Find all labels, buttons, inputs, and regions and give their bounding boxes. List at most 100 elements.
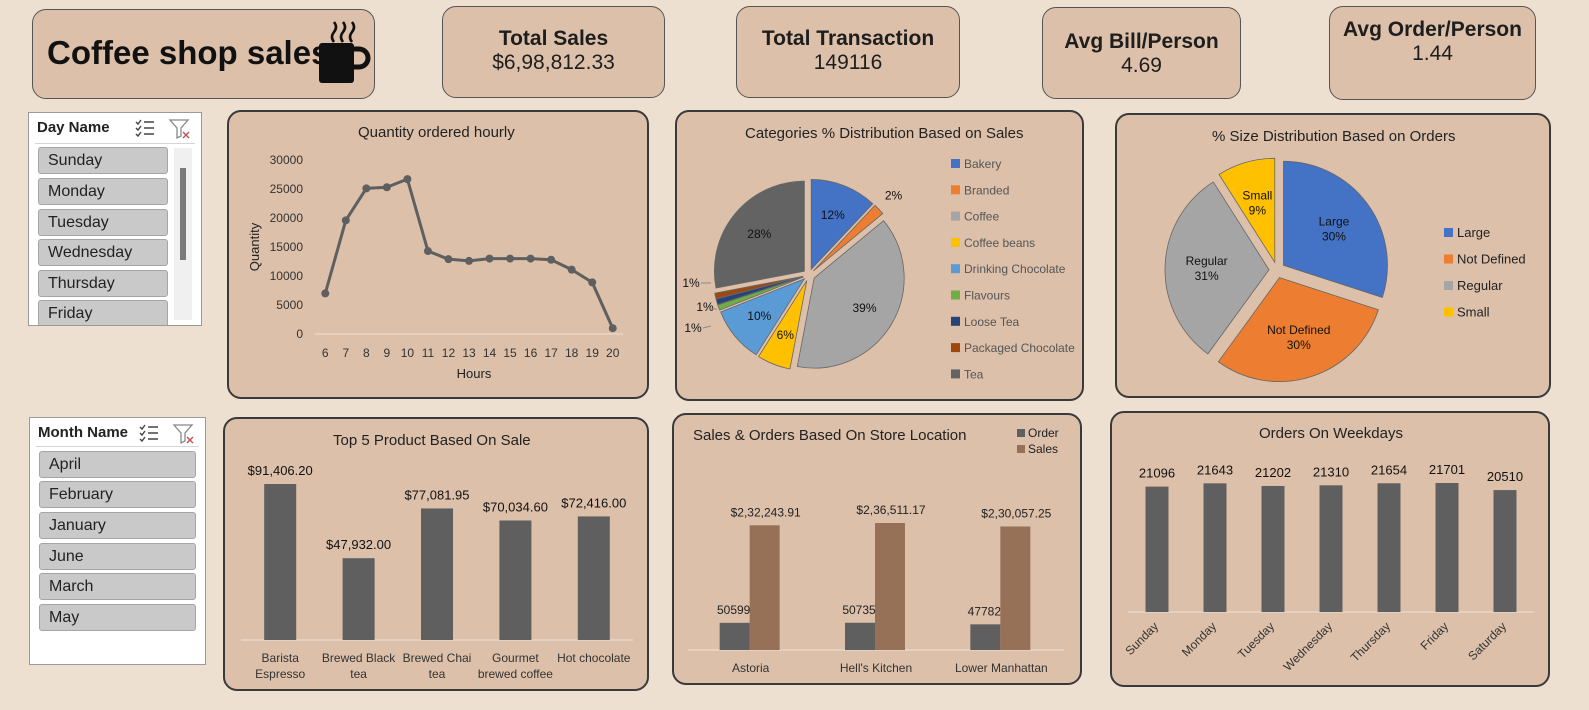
size-pie-chart-card: % Size Distribution Based on Orders Larg… <box>1115 113 1551 398</box>
pie-data-label: 6% <box>777 328 795 342</box>
data-point <box>588 278 597 287</box>
hourly-line-chart: 0 5000 10000 15000 20000 25000 30000 6 7 8 9 10 11 12… <box>247 153 623 381</box>
series-line <box>323 177 615 329</box>
legend-swatch <box>1444 281 1453 290</box>
pie-slice <box>714 275 804 300</box>
x-tick-label: 13 <box>462 346 476 360</box>
bar <box>577 516 610 640</box>
clear-filter-icon[interactable] <box>168 117 192 141</box>
chart-title: Top 5 Product Based On Sale <box>333 432 531 449</box>
legend-swatch <box>951 211 960 221</box>
bar <box>342 558 375 640</box>
slicer-item-april[interactable]: April <box>39 451 196 478</box>
legend-label: Bakery <box>964 157 1001 171</box>
kpi-label: Total Transaction <box>761 27 935 50</box>
x-tick-label: 19 <box>586 346 600 360</box>
avg-order-card: Avg Order/Person 1.44 <box>1329 6 1536 100</box>
pie-data-label: Regular <box>1186 254 1228 268</box>
coffee-mug-icon <box>319 21 371 83</box>
multi-select-icon[interactable] <box>133 117 157 141</box>
multi-select-icon[interactable] <box>137 422 161 446</box>
bar <box>1435 483 1459 612</box>
x-tick-label: Astoria <box>732 661 770 675</box>
slicer-item-sunday[interactable]: Sunday <box>38 147 168 174</box>
slicer-item-wednesday[interactable]: Wednesday <box>38 239 168 266</box>
bar-data-label: 47782 <box>968 604 1002 618</box>
x-tick-label: Hot chocolate <box>557 651 631 665</box>
pie-data-label: Large <box>1319 215 1350 229</box>
slicer-scrollbar-thumb[interactable] <box>180 168 186 260</box>
x-tick-label: Tuesday <box>1235 619 1277 661</box>
slicer-item-may[interactable]: May <box>39 604 196 631</box>
pie-data-label: 1% <box>696 300 714 314</box>
bar <box>1319 485 1343 612</box>
legend-label: Tea <box>964 367 984 381</box>
pie-slice <box>796 220 905 369</box>
chart-title: Quantity ordered hourly <box>358 124 515 141</box>
bar-data-label: 21643 <box>1197 462 1233 477</box>
bar-data-label: 21096 <box>1139 466 1175 481</box>
kpi-label: Avg Order/Person <box>1343 18 1522 41</box>
location-bar-chart: 50599 $2,32,243.91 Astoria 50735 $2,36,511.1… <box>688 426 1064 675</box>
dashboard-title: Coffee shop sales <box>47 34 330 71</box>
x-tick-label: 12 <box>442 346 456 360</box>
y-axis-title: Quantity <box>247 222 262 271</box>
x-tick-label: Brewed Black <box>322 651 396 665</box>
x-tick-label: Gourmet <box>492 651 539 665</box>
pie-slice <box>1218 157 1276 264</box>
x-tick-label: 15 <box>503 346 517 360</box>
legend-swatch <box>951 185 960 195</box>
x-tick-label: Wednesday <box>1281 619 1336 674</box>
y-tick-label: 10000 <box>270 269 304 283</box>
legend-label: Sales <box>1028 442 1058 456</box>
chart-title: Sales & Orders Based On Store Location <box>693 427 967 444</box>
x-axis-title: Hours <box>457 366 492 381</box>
pie-data-label: 30% <box>1287 338 1311 352</box>
sales-bar <box>1000 526 1031 650</box>
store-location-chart-card: Sales & Orders Based On Store Location 5… <box>672 413 1082 685</box>
slicer-item-march[interactable]: March <box>39 573 196 600</box>
pie-data-label: 30% <box>1322 230 1346 244</box>
pie-data-label: Not Defined <box>1267 323 1330 337</box>
weekdays-bar-chart: 21096 21643 21202 21310 21654 21701 20510 Sunda… <box>1122 462 1534 674</box>
bar-data-label: 50735 <box>842 603 876 617</box>
x-tick-label: 17 <box>544 346 558 360</box>
legend-label: Coffee beans <box>964 236 1035 250</box>
slicer-item-thursday[interactable]: Thursday <box>38 270 168 297</box>
slicer-item-february[interactable]: February <box>39 481 196 508</box>
legend-label: Drinking Chocolate <box>964 262 1066 276</box>
data-point <box>382 183 391 192</box>
y-tick-label: 15000 <box>270 240 304 254</box>
chart-title: Categories % Distribution Based on Sales <box>745 125 1024 142</box>
bar <box>264 484 297 640</box>
bar-data-label: 21701 <box>1429 462 1465 477</box>
slicer-item-tuesday[interactable]: Tuesday <box>38 209 168 236</box>
data-point <box>321 289 330 298</box>
slicer-item-june[interactable]: June <box>39 543 196 570</box>
legend-swatch <box>951 369 960 379</box>
bar-data-label: $72,416.00 <box>561 495 626 510</box>
bar-data-label: 21202 <box>1255 465 1291 480</box>
x-tick-label: 7 <box>342 346 349 360</box>
bar-data-label: 20510 <box>1487 469 1523 484</box>
clear-filter-icon[interactable] <box>172 422 196 446</box>
total-transaction-card: Total Transaction 149116 <box>736 6 960 98</box>
slicer-item-january[interactable]: January <box>39 512 196 539</box>
pie-data-label: 1% <box>682 276 700 290</box>
kpi-value: 1.44 <box>1412 42 1453 65</box>
data-point <box>362 184 371 193</box>
data-point <box>506 254 515 263</box>
order-bar <box>845 622 875 650</box>
data-point <box>444 255 453 264</box>
data-point <box>547 255 556 264</box>
slicer-item-monday[interactable]: Monday <box>38 178 168 205</box>
chart-title: Orders On Weekdays <box>1259 425 1403 442</box>
x-tick-label: 8 <box>363 346 370 360</box>
legend-label: Order <box>1028 426 1059 440</box>
order-bar <box>970 624 1001 650</box>
y-tick-label: 5000 <box>276 298 303 312</box>
pie-slice <box>713 180 805 289</box>
pie-data-label: 39% <box>853 301 877 315</box>
slicer-item-friday[interactable]: Friday <box>38 300 168 325</box>
bar-data-label: $91,406.20 <box>248 463 313 478</box>
